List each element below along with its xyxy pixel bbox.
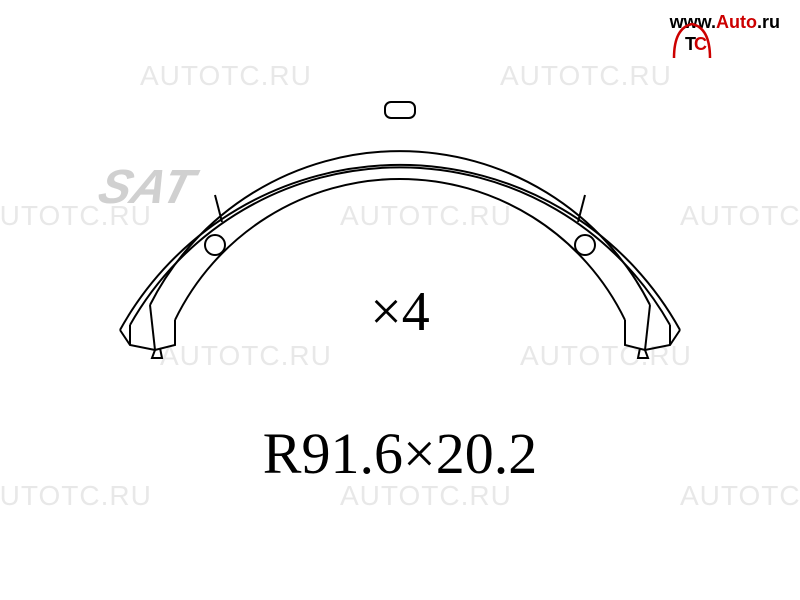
watermark: AUTOTC.RU <box>0 480 152 512</box>
quantity-label: ×4 <box>370 280 430 344</box>
watermark: AUTOTC.RU <box>680 480 800 512</box>
url-suffix: .ru <box>757 12 780 32</box>
dimension-label: R91.6×20.2 <box>263 420 537 487</box>
main-container: AUTOTC.RU AUTOTC.RU AUTOTC.RU AUTOTC.RU … <box>0 0 800 600</box>
url-main: Auto <box>716 12 757 32</box>
